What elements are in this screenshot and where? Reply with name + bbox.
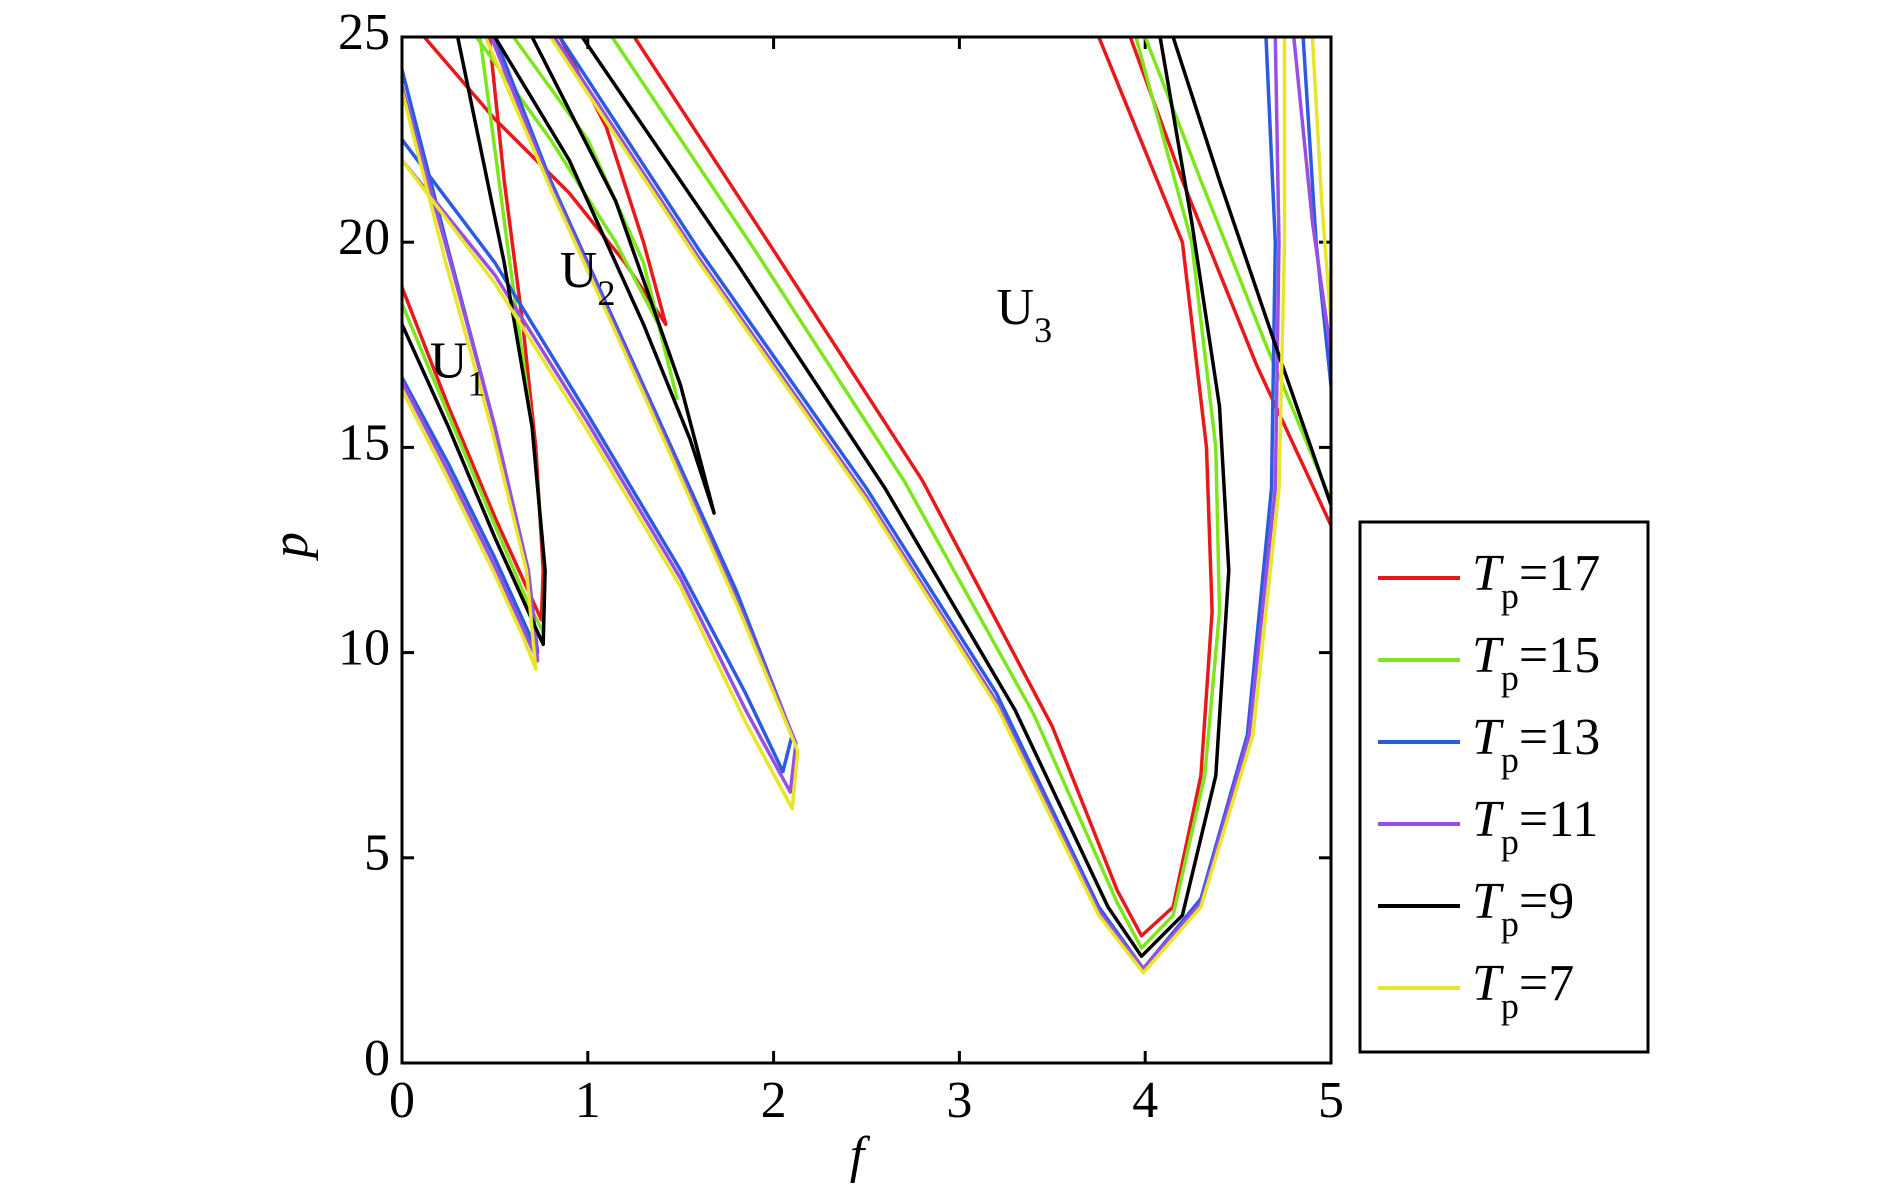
y-tick-label: 20 [338, 209, 390, 266]
legend-label: Tp=17 [1472, 545, 1600, 616]
legend-label: Tp=15 [1472, 627, 1600, 698]
y-tick-label: 15 [338, 414, 390, 471]
series-line [402, 37, 1331, 959]
x-axis-label: f [850, 1127, 871, 1184]
legend-label: Tp=13 [1472, 709, 1600, 780]
legend-label: Tp=11 [1472, 791, 1598, 862]
plot-frame [400, 35, 1333, 1065]
y-tick-label: 25 [338, 4, 390, 61]
y-tick-label: 0 [364, 1030, 390, 1087]
annotation: U3 [997, 279, 1053, 350]
series-line [402, 37, 1331, 971]
y-tick-label: 10 [338, 620, 390, 677]
y-axis-label: p [262, 532, 319, 562]
x-tick-label: 4 [1132, 1072, 1158, 1129]
annotation: U1 [430, 332, 486, 403]
x-tick-label: 3 [946, 1072, 972, 1129]
x-tick-label: 0 [389, 1072, 415, 1129]
legend-label: Tp=7 [1472, 955, 1574, 1026]
x-tick-label: 2 [761, 1072, 787, 1129]
series-line [402, 37, 1331, 975]
y-tick-label: 5 [364, 825, 390, 882]
legend-box [1358, 520, 1650, 1054]
annotation: U2 [560, 242, 616, 313]
x-tick-label: 1 [575, 1072, 601, 1129]
legend-label: Tp=9 [1472, 873, 1574, 944]
x-tick-label: 5 [1318, 1072, 1344, 1129]
series-line [402, 37, 1331, 938]
